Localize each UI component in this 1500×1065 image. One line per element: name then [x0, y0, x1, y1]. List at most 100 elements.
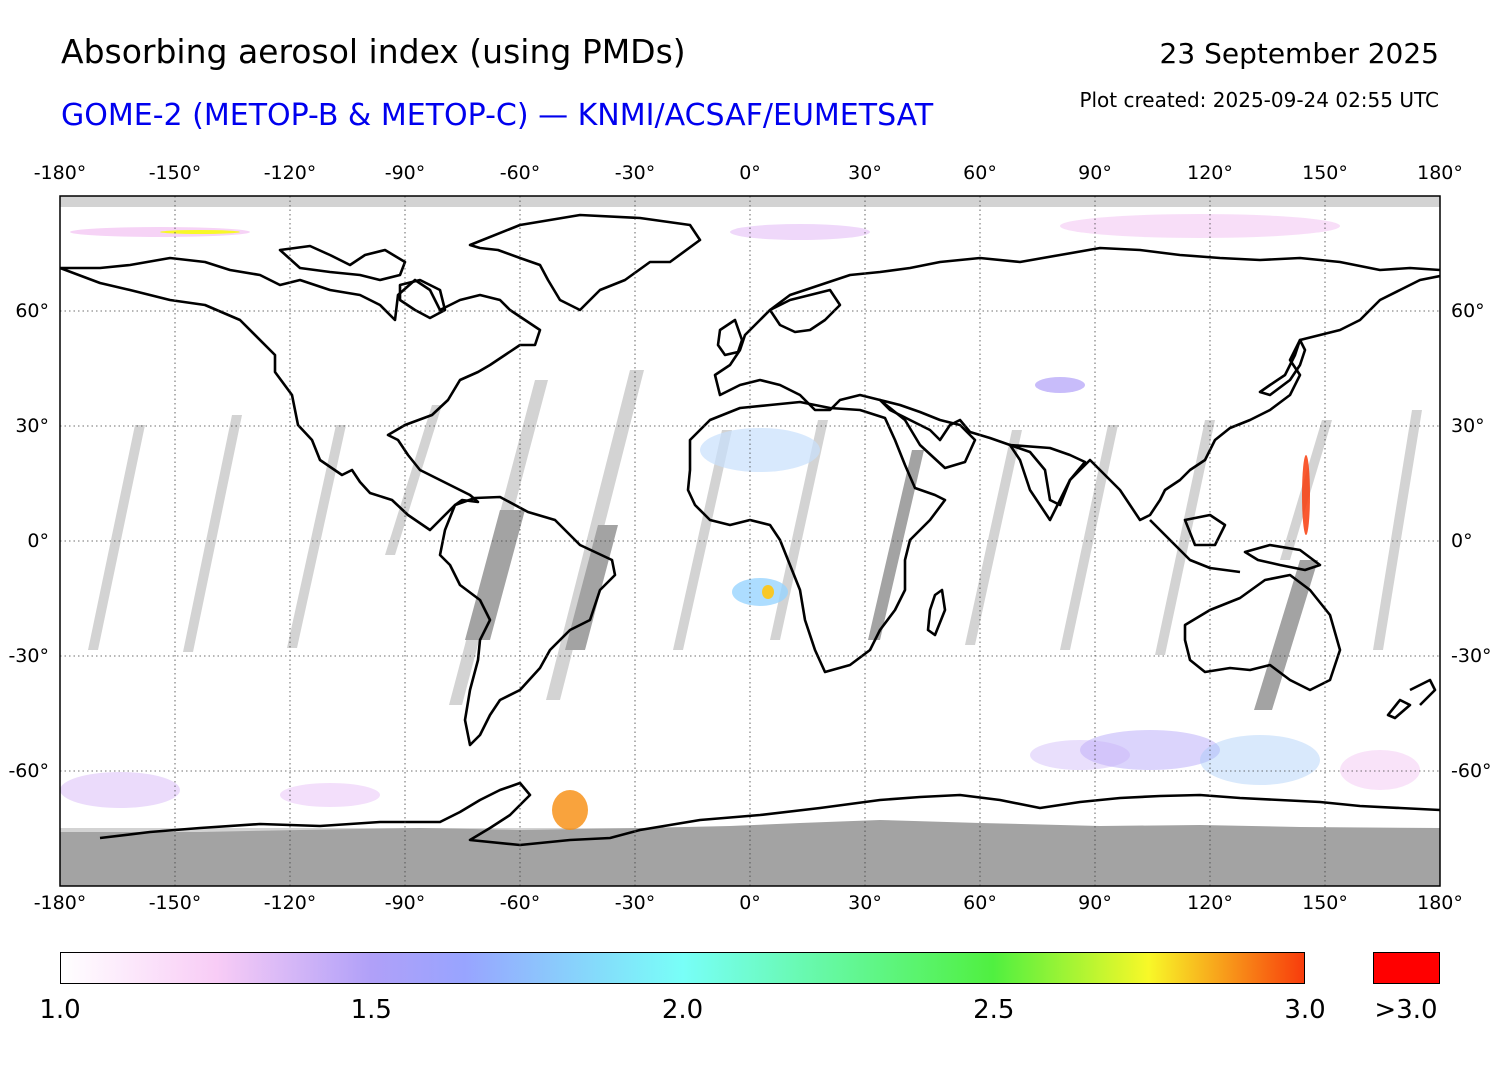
colorbar-tick-label: 2.0 [661, 995, 704, 1025]
longitude-tick-label: 120° [1187, 162, 1233, 184]
longitude-tick-label: -30° [614, 162, 656, 184]
longitude-tick-label: -180° [33, 892, 87, 914]
madagascar-coastline [926, 588, 947, 637]
british-isles-coastline [716, 318, 744, 357]
scandinavia-coastline [768, 288, 842, 334]
new-zealand-coastline [1386, 678, 1437, 720]
longitude-tick-label: 90° [1078, 892, 1112, 914]
map-subtitle: GOME-2 (METOP-B & METOP-C) — KNMI/ACSAF/… [61, 98, 934, 133]
longitude-tick-label: 0° [739, 892, 761, 914]
colorbar-tick-label: 3.0 [1284, 995, 1326, 1025]
india-coastline [1008, 443, 1087, 507]
coastlines [60, 213, 1440, 847]
aerosol-signal-patches [60, 214, 1420, 830]
colorbar-tick-label: 1.0 [39, 995, 81, 1025]
map-frame [59, 195, 1441, 887]
orbit-gap-swath-land [465, 510, 525, 640]
longitude-tick-label: 90° [1078, 162, 1112, 184]
longitude-tick-label: 30° [848, 162, 882, 184]
longitude-tick-label: 180° [1417, 162, 1463, 184]
greenland-coastline [468, 213, 702, 312]
australia-coastline [1183, 573, 1342, 692]
aerosol-patch [1302, 455, 1310, 535]
latitude-tick-label: -60° [8, 760, 49, 782]
aerosol-patch [1200, 735, 1320, 785]
aerosol-patch [1340, 750, 1420, 790]
south-america-coastline [438, 495, 617, 747]
orbit-gap-swath [1060, 425, 1118, 650]
orbit-gap-swaths [88, 370, 1422, 710]
latitude-tick-label: -30° [1451, 645, 1492, 667]
latitude-tick-label: 0° [1451, 530, 1473, 552]
orbit-gap-swath [770, 420, 828, 640]
aerosol-patch [552, 790, 588, 830]
aerosol-patch [1060, 214, 1340, 238]
latitude-tick-label: 60° [15, 300, 49, 322]
longitude-tick-label: 150° [1302, 162, 1348, 184]
map-date: 23 September 2025 [1159, 37, 1439, 70]
aerosol-patch [1035, 377, 1085, 393]
latitude-tick-label: 0° [27, 530, 49, 552]
latitude-tick-label: 30° [15, 415, 49, 437]
graticule [60, 196, 1440, 886]
map-title: Absorbing aerosol index (using PMDs) [61, 32, 686, 71]
orbit-gap-swath [1373, 410, 1422, 650]
arctic-archipelago-coastline [278, 244, 407, 282]
africa-coastline [686, 400, 947, 674]
orbit-gap-swath [88, 425, 145, 650]
longitude-tick-label: -120° [263, 892, 317, 914]
aerosol-patch [1080, 730, 1220, 770]
longitude-tick-label: 150° [1302, 892, 1348, 914]
longitude-tick-label: 60° [963, 892, 997, 914]
orbit-gap-swath [287, 425, 346, 648]
aerosol-patch [762, 585, 774, 599]
longitude-tick-label: -30° [614, 892, 656, 914]
eurasia-coastline [713, 246, 1440, 522]
colorbar-tick-label: 2.5 [973, 995, 1015, 1025]
longitude-tick-label: 60° [963, 162, 997, 184]
longitude-tick-label: -150° [148, 162, 202, 184]
orbit-gap-swath [546, 370, 644, 700]
aerosol-patch [700, 428, 820, 472]
aerosol-patch [730, 224, 870, 240]
antarctica-coastline [99, 781, 1440, 847]
longitude-tick-label: -60° [499, 892, 541, 914]
indonesia-coastline [1149, 513, 1241, 574]
aerosol-patch [60, 772, 180, 808]
longitude-tick-label: -90° [384, 162, 426, 184]
aerosol-patch [160, 230, 240, 234]
colorbar [60, 952, 1305, 984]
longitude-tick-label: -180° [33, 162, 87, 184]
aerosol-patch [280, 783, 380, 807]
orbit-gap-swath [385, 405, 442, 555]
longitude-tick-label: -60° [499, 162, 541, 184]
orbit-gap-swath [1155, 420, 1215, 655]
latitude-tick-label: -60° [1451, 760, 1492, 782]
latitude-tick-label: -30° [8, 645, 49, 667]
orbit-gap-swath-land [1254, 560, 1318, 710]
longitude-tick-label: 0° [739, 162, 761, 184]
hudson-bay-coastline [398, 278, 447, 320]
plot-created-timestamp: Plot created: 2025-09-24 02:55 UTC [1079, 88, 1439, 112]
aerosol-patch [732, 578, 788, 606]
latitude-tick-label: 60° [1451, 300, 1485, 322]
longitude-tick-label: -150° [148, 892, 202, 914]
longitude-tick-label: 120° [1187, 892, 1233, 914]
new-guinea-coastline [1243, 543, 1322, 572]
longitude-tick-label: 180° [1417, 892, 1463, 914]
arabia-coastline [878, 398, 977, 470]
longitude-tick-label: -90° [384, 892, 426, 914]
japan-coastline [1258, 338, 1307, 397]
latitude-tick-label: 30° [1451, 415, 1485, 437]
north-america-coastline [60, 256, 542, 532]
aerosol-patch [1030, 740, 1130, 770]
colorbar-overflow-swatch [1373, 952, 1440, 984]
orbit-gap-swath-land [868, 450, 924, 640]
orbit-gap-swath [183, 415, 242, 652]
longitude-tick-label: -120° [263, 162, 317, 184]
orbit-gap-swath [673, 430, 732, 650]
longitude-tick-label: 30° [848, 892, 882, 914]
orbit-gap-swath [965, 430, 1022, 645]
colorbar-overflow-label: >3.0 [1374, 995, 1438, 1025]
